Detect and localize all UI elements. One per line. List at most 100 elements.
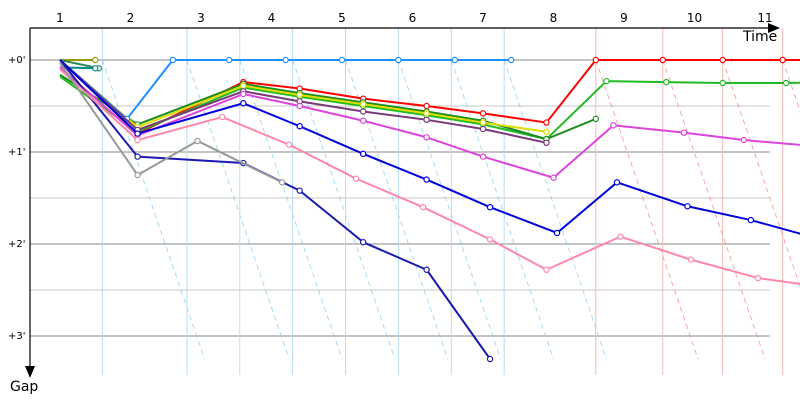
- data-point: [134, 136, 141, 144]
- data-point: [603, 77, 610, 85]
- series-line: [59, 59, 547, 133]
- data-point: [359, 150, 367, 158]
- lap-diagonal: [450, 59, 554, 360]
- data-point: [338, 56, 346, 64]
- lap-diagonal: [186, 59, 290, 360]
- data-point: [543, 266, 550, 273]
- data-point: [352, 175, 360, 182]
- data-point: [508, 56, 515, 64]
- data-point: [486, 355, 494, 363]
- x-tick-label: 3: [197, 11, 205, 25]
- data-point: [479, 119, 487, 126]
- y-tick-label: +1': [8, 147, 26, 158]
- data-point: [592, 115, 600, 123]
- data-point: [134, 130, 141, 137]
- x-tick-label: 11: [757, 11, 772, 25]
- lap-diagonal: [345, 59, 449, 360]
- data-point: [687, 256, 695, 263]
- data-point: [423, 134, 430, 141]
- data-point: [779, 56, 786, 64]
- x-tick-label: 9: [620, 11, 628, 25]
- data-point: [134, 153, 141, 160]
- data-point: [240, 100, 247, 107]
- y-tick-label: +0': [8, 55, 26, 66]
- data-point: [543, 128, 550, 135]
- x-tick-label: 8: [550, 11, 558, 25]
- data-point: [169, 56, 176, 64]
- x-tick-label: 4: [268, 11, 276, 25]
- data-point: [747, 216, 755, 224]
- data-point: [92, 65, 99, 72]
- data-point: [684, 203, 691, 210]
- series-13: [59, 62, 286, 186]
- y-axis-title: Gap: [10, 379, 38, 395]
- data-point: [359, 100, 367, 108]
- x-axis-arrow-icon: [768, 23, 780, 33]
- data-point: [782, 79, 790, 87]
- lap-diagonal: [595, 59, 699, 360]
- data-point: [419, 203, 427, 211]
- data-point: [285, 141, 293, 148]
- lap-diagonal: [782, 59, 800, 113]
- axes: [25, 23, 780, 378]
- data-point: [278, 179, 286, 186]
- data-point: [479, 153, 487, 160]
- data-point: [296, 123, 303, 130]
- data-point: [663, 78, 670, 86]
- labels: +0'+1'+2'+3'12345678910111213: [8, 11, 773, 342]
- data-point: [423, 116, 430, 124]
- lap-diagonal: [662, 59, 766, 360]
- data-point: [617, 233, 624, 240]
- x-tick-label: 2: [127, 11, 135, 25]
- y-axis-arrow-icon: [25, 366, 35, 378]
- data-point: [740, 136, 748, 144]
- data-point: [486, 236, 494, 243]
- data-point: [423, 266, 430, 273]
- y-tick-label: +3': [8, 331, 26, 342]
- data-point: [659, 56, 666, 64]
- data-point: [754, 274, 762, 282]
- data-point: [240, 82, 247, 89]
- data-point: [423, 102, 430, 110]
- data-point: [592, 56, 600, 64]
- data-point: [225, 56, 233, 64]
- series-10: [59, 59, 800, 237]
- data-point: [218, 113, 226, 121]
- x-tick-label: 6: [409, 11, 417, 25]
- series-line: [59, 68, 800, 285]
- grid-layer: [30, 59, 770, 337]
- series-5: [59, 56, 515, 123]
- x-axis-title: Time: [742, 29, 777, 45]
- data-point: [194, 137, 201, 145]
- lap-diagonal: [292, 59, 396, 360]
- data-point: [423, 110, 430, 117]
- data-point: [543, 119, 550, 126]
- data-point: [479, 110, 487, 117]
- data-point: [423, 176, 430, 183]
- data-point: [451, 56, 458, 64]
- data-point: [613, 179, 621, 186]
- x-tick-label: 1: [56, 11, 64, 25]
- data-point: [486, 203, 494, 211]
- data-point: [296, 102, 303, 110]
- data-point: [680, 129, 688, 136]
- x-tick-label: 10: [687, 11, 702, 25]
- data-point: [610, 122, 617, 129]
- data-point: [359, 238, 367, 246]
- lap-diagonal: [101, 59, 205, 360]
- lap-diagonal: [722, 59, 800, 288]
- data-point: [282, 56, 289, 64]
- data-point: [395, 56, 402, 64]
- lap-diagonal: [503, 59, 607, 360]
- data-point: [719, 56, 726, 64]
- series-12: [59, 68, 800, 285]
- lap-diagonal: [397, 59, 502, 360]
- series-layer: [59, 56, 800, 363]
- data-point: [92, 56, 99, 64]
- data-point: [359, 108, 367, 115]
- series-line: [59, 66, 800, 179]
- data-point: [719, 79, 726, 87]
- series-line: [59, 59, 512, 120]
- data-point: [296, 187, 303, 194]
- data-point: [553, 229, 561, 237]
